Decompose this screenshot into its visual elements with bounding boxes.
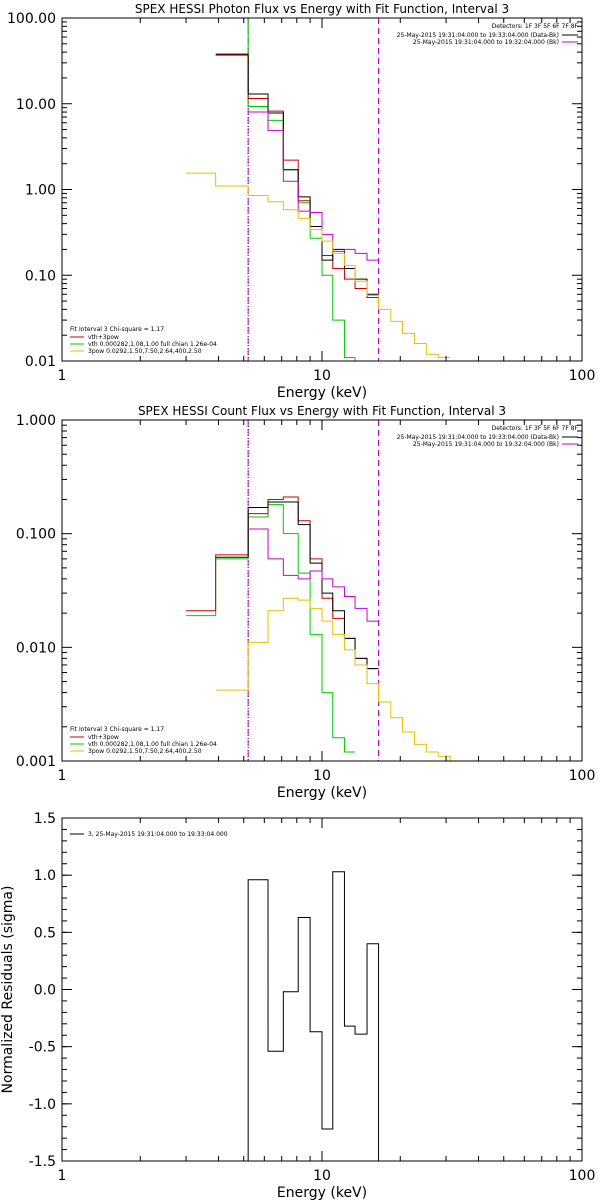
chart-panel-1: SPEX HESSI Photon Flux vs Energy with Fi… [7, 2, 595, 401]
legend-header: Detectors: 1F 3F 5F 6F 7F 8F [492, 425, 579, 432]
legend-entry: 3, 25-May-2015 19:31:04.000 to 19:33:04.… [88, 831, 228, 838]
x-tick-label: 10 [313, 1168, 331, 1184]
legend-entry: vth 0.000282,1.08,1.00 full chian 1.26e-… [88, 741, 217, 748]
legend-entry: vth+3pow [88, 334, 119, 341]
y-tick-label: 0.10 [25, 268, 56, 284]
series-line-5 [215, 597, 462, 761]
y-tick-label: 0.5 [34, 925, 56, 941]
legend-entry: 25-May-2015 19:31:04.000 to 19:32:04.000… [413, 441, 559, 448]
chart-title: SPEX HESSI Photon Flux vs Energy with Fi… [135, 2, 509, 16]
x-tick-label: 10 [313, 768, 331, 784]
y-tick-label: -0.5 [29, 1040, 56, 1056]
series-line-1 [247, 18, 356, 361]
legend-entry: 3pow 0.0292,1.50,7.50,2.64,400,2.50 [88, 348, 202, 355]
series-line-1 [186, 504, 356, 753]
series-line-2 [186, 496, 379, 670]
legend-entry: 25-May-2015 19:31:04.000 to 19:33:04.000… [397, 32, 559, 39]
x-tick-label: 1 [58, 768, 67, 784]
plot-frame [61, 17, 583, 362]
series-line-5 [186, 172, 451, 358]
x-axis-label: Energy (keV) [277, 385, 367, 401]
series-line-3 [215, 54, 379, 295]
y-tick-label: 100.00 [7, 11, 56, 27]
x-axis-label: Energy (keV) [277, 785, 367, 801]
series-line-3 [215, 501, 379, 670]
series-line-4 [248, 111, 379, 261]
legend-entry: 25-May-2015 19:31:04.000 to 19:33:04.000… [397, 434, 559, 441]
legend-entry: vth 0.000282,1.08,1.00 full chian 1.26e-… [88, 341, 217, 348]
x-tick-label: 100 [569, 368, 596, 384]
y-tick-label: 1.000 [16, 413, 56, 429]
legend-entry: 25-May-2015 19:31:04.000 to 19:32:04.000… [413, 39, 559, 46]
legend-entry: vth+3pow [88, 734, 119, 741]
x-tick-label: 10 [313, 368, 331, 384]
series-line-2 [215, 53, 379, 299]
legend-header: Detectors: 1F 3F 5F 6F 7F 8F [492, 23, 579, 30]
legend-entry: 3pow 0.0292,1.50,7.50,2.64,400,2.50 [88, 748, 202, 755]
x-tick-label: 1 [58, 368, 67, 384]
y-tick-label: 0.100 [16, 527, 56, 543]
y-tick-label: 0.0 [34, 983, 56, 999]
legend-header: Fit Interval 3 Chi-square = 1.17 [70, 726, 164, 733]
y-tick-label: 0.01 [25, 354, 56, 370]
chart-title: SPEX HESSI Count Flux vs Energy with Fit… [138, 404, 506, 418]
y-tick-label: -1.0 [29, 1097, 56, 1113]
chart-panel-3: 1 10 100 -1.5 -1.0 -0.5 0.0 0.5 1.0 1.5 Energy (ke… [0, 811, 595, 1200]
y-tick-label: -1.5 [29, 1154, 56, 1170]
y-tick-label: 1.00 [25, 183, 56, 199]
y-tick-label: 1.0 [34, 868, 56, 884]
chart-panel-2: SPEX HESSI Count Flux vs Energy with Fit… [16, 404, 595, 801]
y-tick-label: 0.010 [16, 640, 56, 656]
x-tick-label: 100 [569, 1168, 596, 1184]
x-tick-label: 1 [58, 1168, 67, 1184]
x-tick-label: 100 [569, 768, 596, 784]
x-axis-label: Energy (keV) [277, 1185, 367, 1200]
y-axis-label: Normalized Residuals (sigma) [0, 886, 16, 1094]
series-line-4 [248, 528, 379, 622]
y-tick-label: 1.5 [34, 811, 56, 827]
legend-header: Fit Interval 3 Chi-square = 1.17 [70, 326, 164, 333]
series-line-1 [247, 871, 380, 1161]
y-tick-label: 10.00 [16, 97, 56, 113]
y-tick-label: 0.001 [16, 754, 56, 770]
